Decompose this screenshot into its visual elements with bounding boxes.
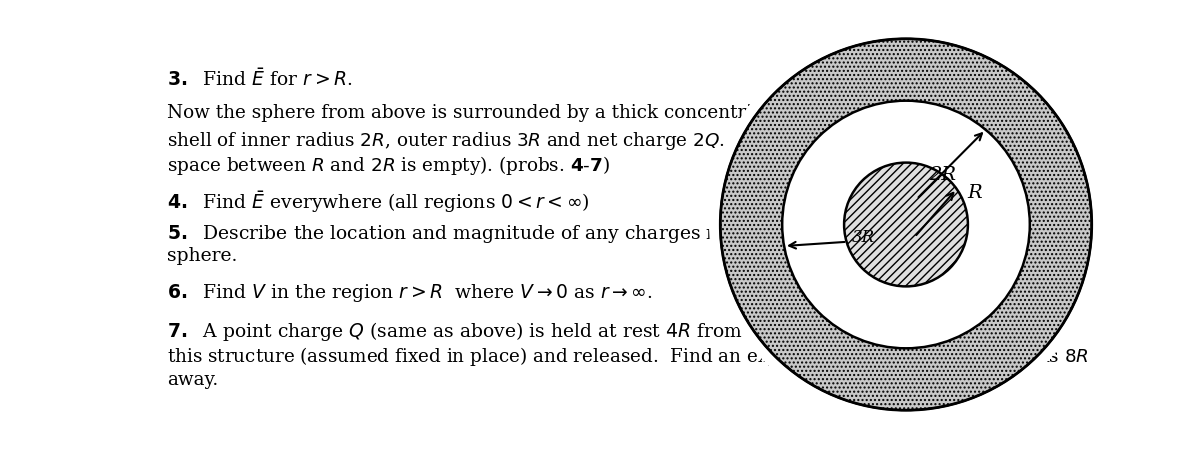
Text: space between $R$ and $2R$ is empty). (probs. $\mathbf{4\text{-}7}$): space between $R$ and $2R$ is empty). (p… (167, 154, 610, 177)
Text: 2R: 2R (929, 167, 956, 185)
Text: R: R (967, 184, 982, 202)
Text: $\mathbf{3.}$  Find $\bar{E}$ for $r>R$.: $\mathbf{3.}$ Find $\bar{E}$ for $r>R$. (167, 68, 353, 89)
Circle shape (782, 101, 1030, 348)
Text: $\mathbf{6.}$  Find $V$ in the region $r > R$  where $V \rightarrow 0$ as $r \ri: $\mathbf{6.}$ Find $V$ in the region $r … (167, 282, 653, 304)
Circle shape (720, 39, 1092, 410)
Text: $\mathbf{4.}$  Find $\bar{E}$ everywhere (all regions $0<r<\infty$): $\mathbf{4.}$ Find $\bar{E}$ everywhere … (167, 189, 589, 215)
Text: 3R: 3R (852, 229, 875, 246)
Text: away.: away. (167, 371, 218, 389)
Text: this structure (assumed fixed in place) and released.  Find an expression for it: this structure (assumed fixed in place) … (167, 345, 1088, 368)
Text: Now the sphere from above is surrounded by a thick concentric conducting: Now the sphere from above is surrounded … (167, 104, 872, 122)
Text: $\mathbf{7.}$  A point charge $Q$ (same as above) is held at rest $4R$ from the : $\mathbf{7.}$ A point charge $Q$ (same a… (167, 320, 872, 343)
Text: $\mathbf{5.}$  Describe the location and magnitude of any charges not on the cen: $\mathbf{5.}$ Describe the location and … (167, 223, 871, 245)
Circle shape (709, 28, 1103, 421)
Circle shape (844, 163, 968, 286)
Text: shell of inner radius $2R$, outer radius $3R$ and net charge $2Q$.  (note that t: shell of inner radius $2R$, outer radius… (167, 129, 865, 152)
Text: sphere.: sphere. (167, 247, 238, 265)
